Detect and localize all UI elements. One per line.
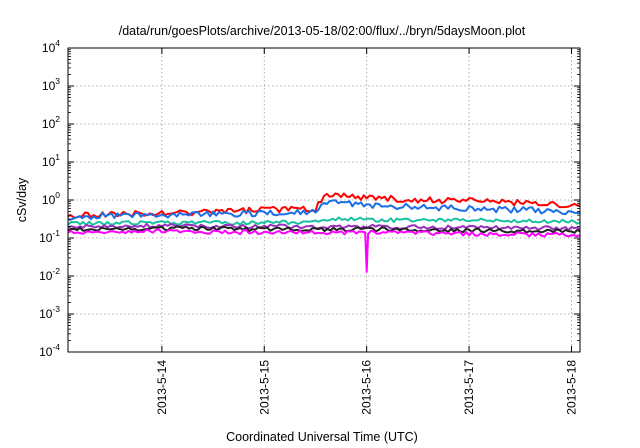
series-line-3 <box>67 216 581 226</box>
x-tick-label: 2013-5-15 <box>257 360 271 415</box>
y-tick-label: 10-2 <box>39 266 60 283</box>
x-tick-label: 2013-5-17 <box>462 360 476 415</box>
x-axis-label: Coordinated Universal Time (UTC) <box>226 430 418 444</box>
grid-lines <box>68 48 580 352</box>
series-line-6 <box>67 228 581 273</box>
axis-ticks: 10-4 10-3 10-2 10-1 100 101 102 103 104 2013-5-14… <box>39 38 580 415</box>
y-axis-label: cSv/day <box>15 177 29 222</box>
series-line-5 <box>67 225 581 234</box>
y-tick-label: 10-1 <box>39 228 60 245</box>
data-series <box>67 192 581 273</box>
y-tick-label: 102 <box>42 114 60 131</box>
x-tick-label: 2013-5-18 <box>564 360 578 415</box>
chart-title: /data/run/goesPlots/archive/2013-05-18/0… <box>119 24 526 38</box>
y-tick-label: 10-4 <box>39 342 60 359</box>
y-tick-label: 100 <box>42 190 60 207</box>
x-tick-label: 2013-5-14 <box>155 360 169 415</box>
y-tick-label: 10-3 <box>39 304 60 321</box>
x-tick-label: 2013-5-16 <box>360 360 374 415</box>
series-line-2 <box>67 199 581 221</box>
y-tick-label: 101 <box>42 152 60 169</box>
y-tick-label: 104 <box>42 38 60 55</box>
y-tick-label: 103 <box>42 76 60 93</box>
